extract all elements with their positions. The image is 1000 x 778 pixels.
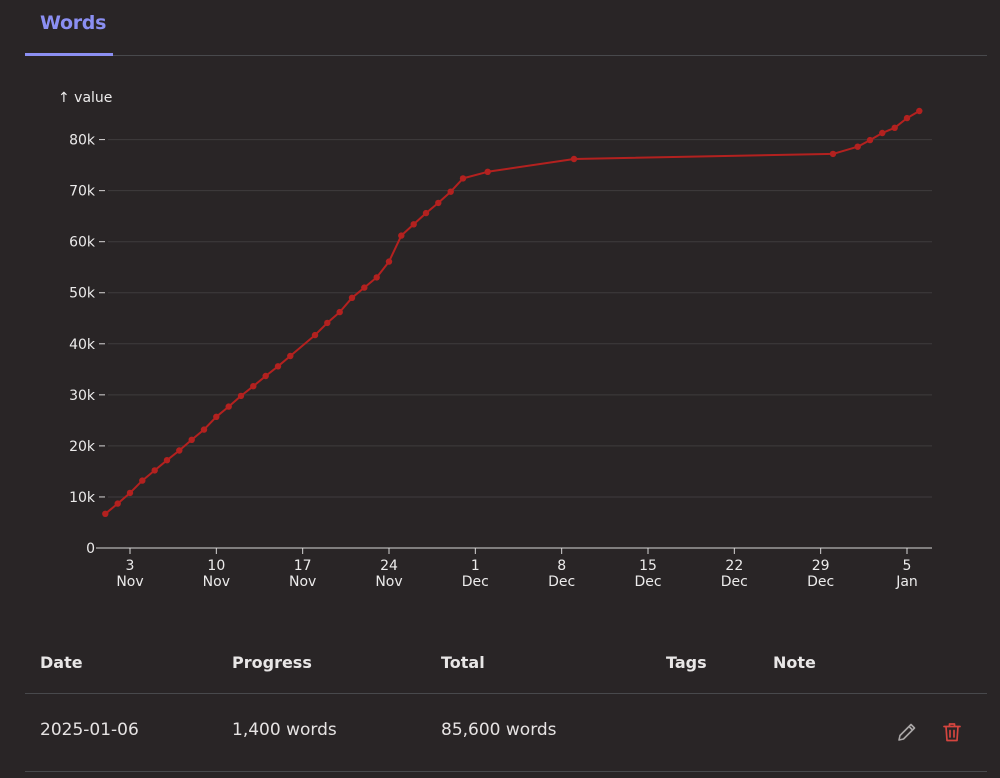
x-tick-label-month: Dec <box>721 574 748 590</box>
x-tick-label-month: Nov <box>289 574 316 590</box>
data-point <box>287 352 294 360</box>
y-tick-label: 40k <box>69 337 96 353</box>
table-header: Date Progress Total Tags Note <box>25 636 987 694</box>
y-tick-label: 20k <box>69 439 96 455</box>
data-point <box>139 477 146 484</box>
chart-axes: 010k20k30k40k50k60k70k80k3Nov10Nov17Nov2… <box>69 133 932 590</box>
data-point <box>866 136 874 144</box>
entries-table: Date Progress Total Tags Note 2025-01-06… <box>25 636 987 772</box>
x-tick-label-day: 3 <box>126 558 135 574</box>
x-tick-label-month: Dec <box>548 574 575 590</box>
data-point <box>262 372 269 380</box>
data-point <box>879 129 886 137</box>
data-point <box>484 168 491 175</box>
x-tick-label-month: Nov <box>203 574 230 590</box>
tab-bar: Words <box>25 0 987 56</box>
y-tick-label: 80k <box>69 133 96 149</box>
data-point <box>373 274 380 281</box>
tab-words[interactable]: Words <box>25 0 113 56</box>
data-point <box>348 294 356 301</box>
chart-series <box>102 107 923 517</box>
edit-button[interactable] <box>895 720 919 744</box>
header-progress: Progress <box>232 653 312 672</box>
data-point <box>311 331 319 339</box>
data-point <box>188 436 195 443</box>
data-point <box>151 467 158 474</box>
data-point <box>324 319 331 327</box>
data-point <box>102 510 109 517</box>
cell-date: 2025-01-06 <box>40 720 139 740</box>
data-point <box>126 489 134 497</box>
y-tick-label: 70k <box>69 184 96 200</box>
header-tags: Tags <box>666 653 707 672</box>
x-tick-label-day: 22 <box>725 558 743 574</box>
data-point <box>237 392 245 400</box>
pencil-icon <box>898 723 916 741</box>
data-point <box>250 383 257 390</box>
x-tick-label-day: 1 <box>471 558 480 574</box>
x-tick-label-day: 8 <box>557 558 566 574</box>
delete-button[interactable] <box>940 720 964 744</box>
data-point <box>200 426 208 433</box>
x-tick-label-day: 5 <box>903 558 912 574</box>
x-tick-label-day: 24 <box>380 558 398 574</box>
x-tick-label-month: Nov <box>116 574 143 590</box>
data-point <box>336 308 343 316</box>
header-total: Total <box>441 653 485 672</box>
data-point <box>213 413 220 420</box>
data-point <box>274 363 282 370</box>
y-tick-label: 0 <box>86 541 95 557</box>
header-date: Date <box>40 653 83 672</box>
data-point <box>916 107 923 115</box>
data-point <box>385 258 393 265</box>
table-row: 2025-01-06 1,400 words 85,600 words <box>25 694 987 772</box>
data-point <box>435 199 442 207</box>
y-tick-label: 60k <box>69 235 96 251</box>
x-tick-label-month: Dec <box>462 574 489 590</box>
data-point <box>903 114 911 122</box>
data-point <box>891 124 898 131</box>
data-point <box>829 150 837 158</box>
data-point <box>459 175 467 182</box>
data-point <box>361 284 368 291</box>
data-point <box>176 447 183 454</box>
x-tick-label-month: Dec <box>807 574 834 590</box>
data-point <box>225 403 232 410</box>
x-tick-label-day: 10 <box>207 558 225 574</box>
x-tick-label-day: 15 <box>639 558 657 574</box>
y-axis-label: ↑ value <box>58 90 112 106</box>
y-tick-label: 30k <box>69 388 96 404</box>
data-point <box>447 188 454 195</box>
data-point <box>114 500 121 507</box>
data-point <box>854 143 861 150</box>
data-point <box>163 457 171 464</box>
x-tick-label-month: Jan <box>895 574 918 590</box>
chart-grid <box>108 139 932 498</box>
x-tick-label-month: Nov <box>375 574 402 590</box>
cell-progress: 1,400 words <box>232 720 337 740</box>
data-point <box>398 232 405 239</box>
x-tick-label-month: Dec <box>634 574 661 590</box>
trash-icon <box>943 723 961 742</box>
series-line <box>104 110 920 515</box>
x-tick-label-day: 29 <box>812 558 830 574</box>
words-line-chart: 010k20k30k40k50k60k70k80k3Nov10Nov17Nov2… <box>58 90 932 590</box>
data-point <box>422 209 430 217</box>
header-note: Note <box>773 653 816 672</box>
y-tick-label: 10k <box>69 490 96 506</box>
data-point <box>410 221 417 228</box>
tab-words-label: Words <box>40 12 107 34</box>
y-tick-label: 50k <box>69 286 96 302</box>
x-tick-label-day: 17 <box>294 558 312 574</box>
cell-total: 85,600 words <box>441 720 557 740</box>
data-point <box>570 155 578 163</box>
